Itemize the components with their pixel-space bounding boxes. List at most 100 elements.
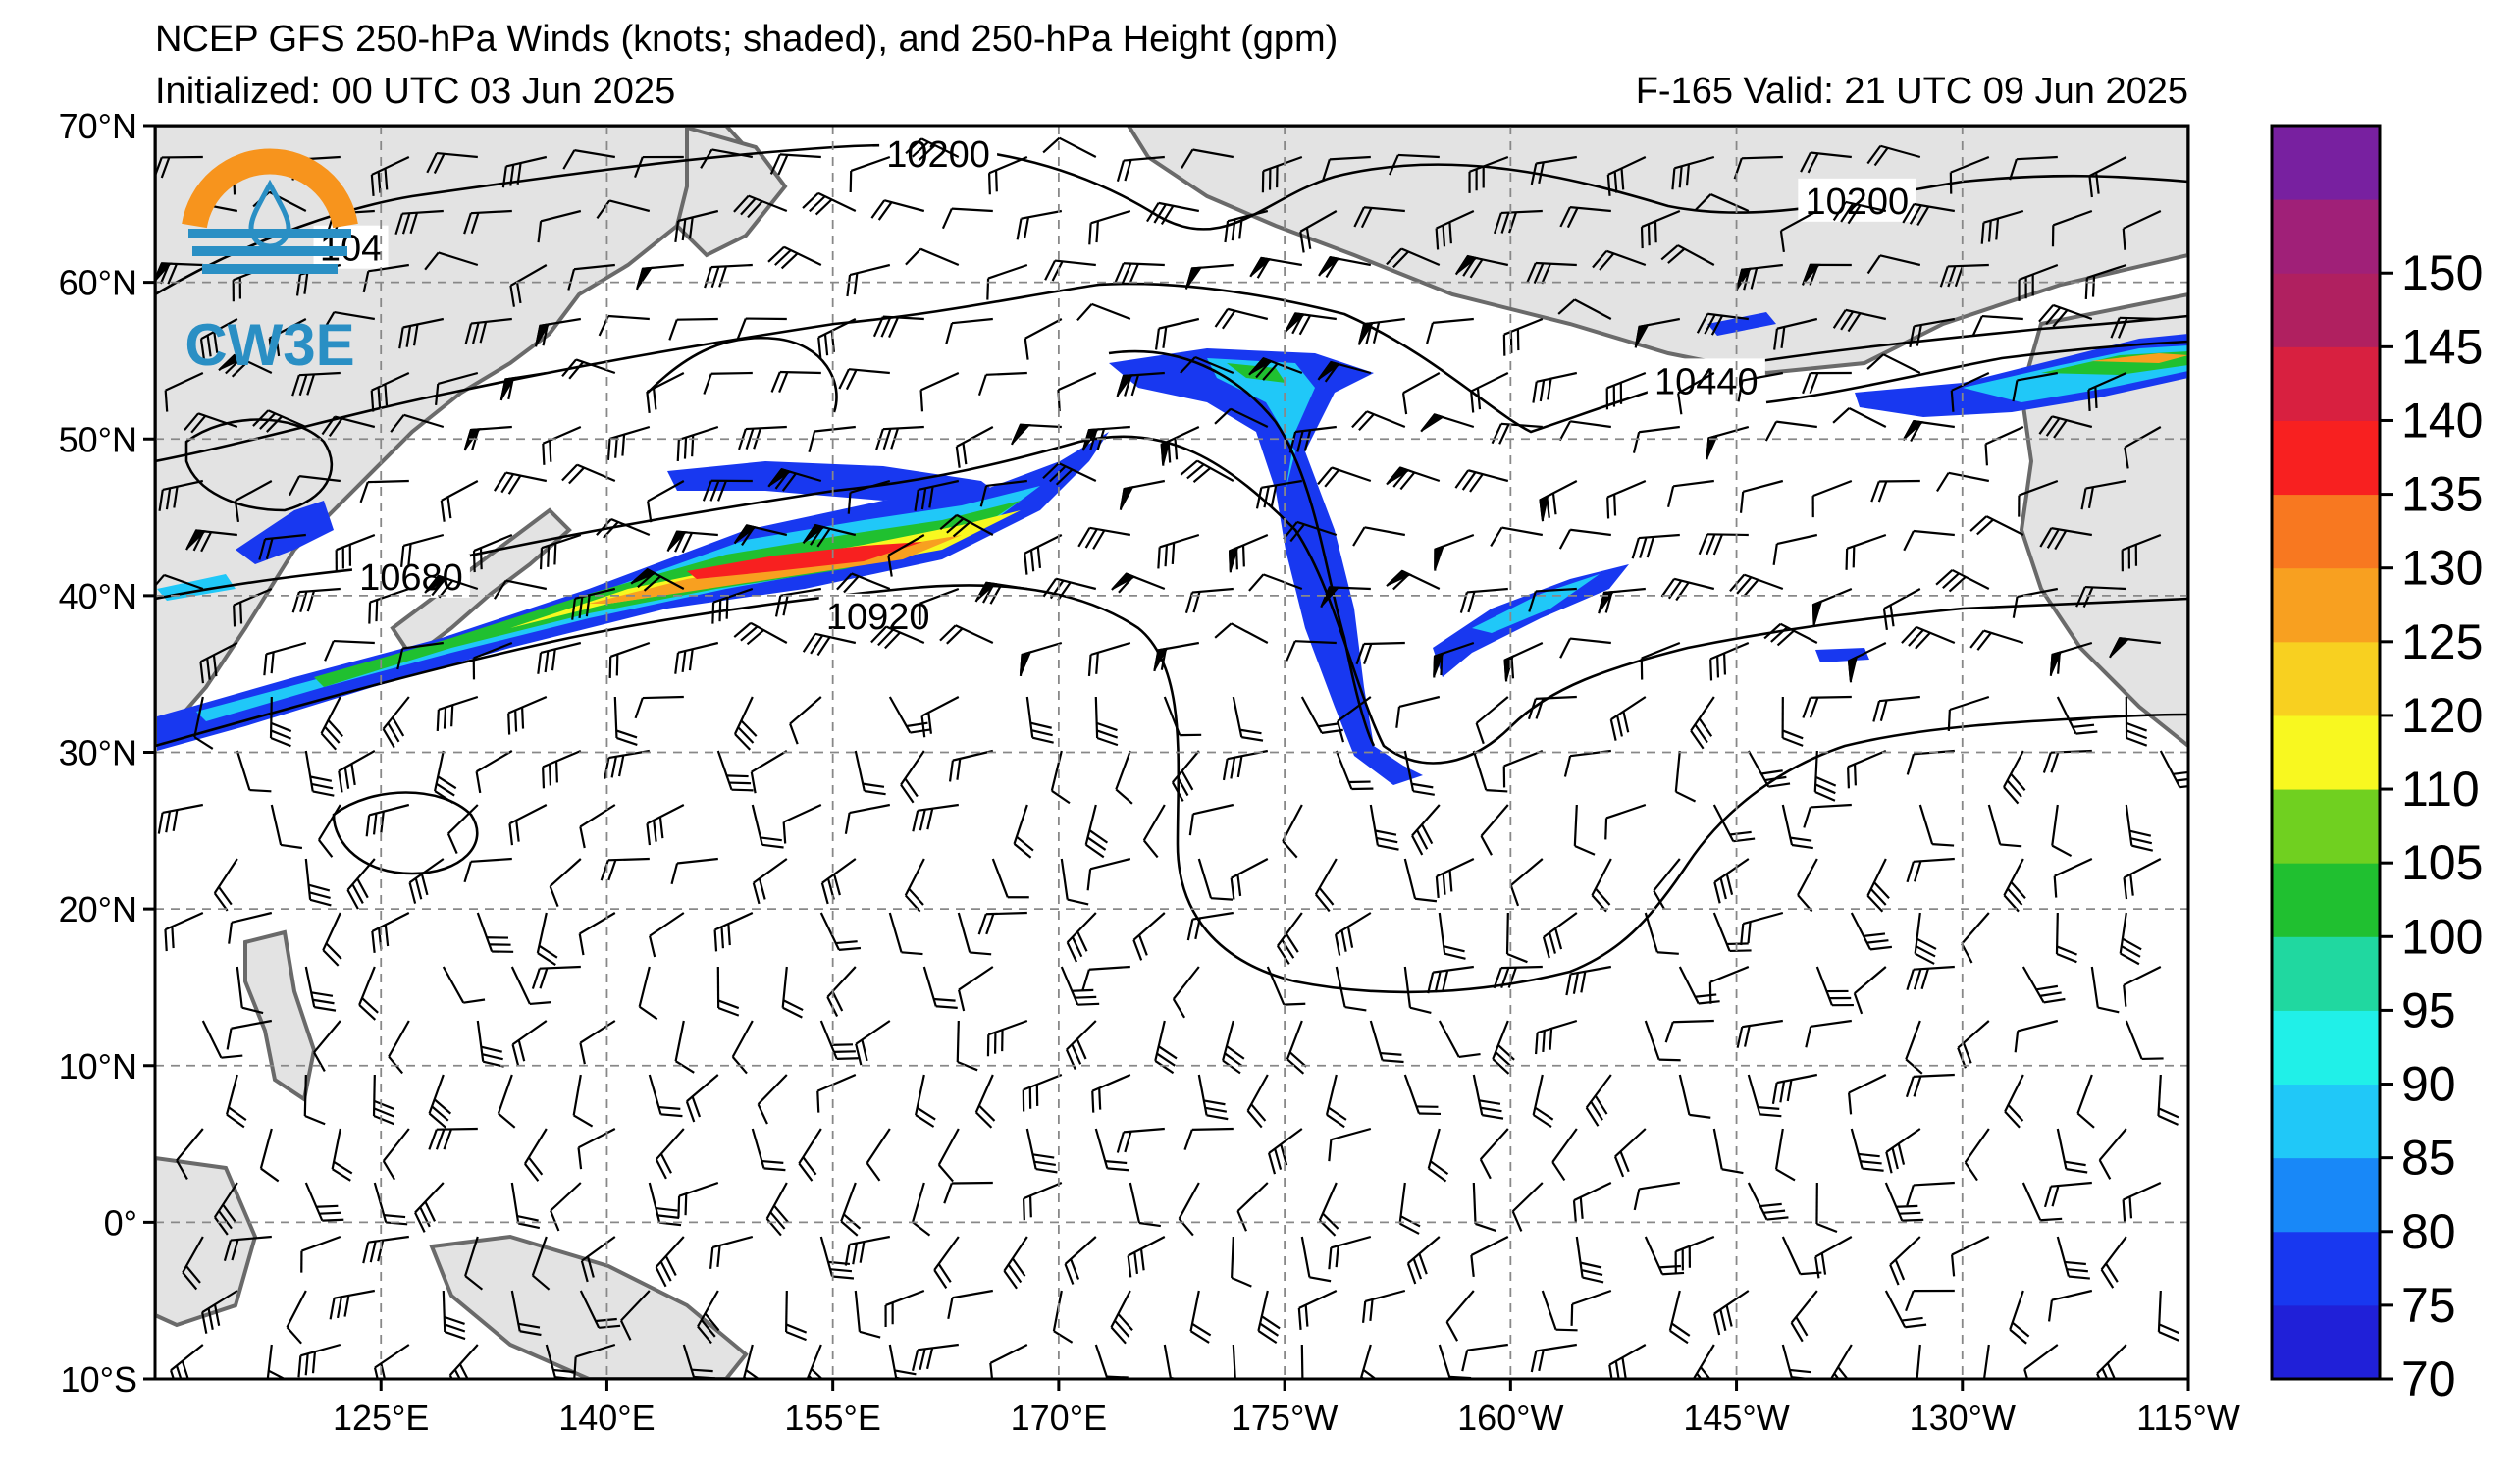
- wind-barb: [523, 1128, 548, 1182]
- wind-barb: [2018, 263, 2059, 301]
- wind-barb: [713, 911, 754, 952]
- wind-barb: [1708, 965, 1750, 1004]
- wind-barb: [655, 1128, 685, 1180]
- wind-barb: [1435, 858, 1475, 899]
- colorbar-label: 70: [2401, 1351, 2456, 1406]
- wind-barb: [1971, 314, 2023, 337]
- wind-barb: [1094, 696, 1119, 747]
- lat-label: 50°N: [59, 419, 137, 459]
- wind-barb: [716, 750, 754, 792]
- wind-barb: [1644, 1020, 1681, 1062]
- colorbar-label: 135: [2401, 467, 2483, 522]
- barb-pennant: [1011, 423, 1031, 444]
- wind-barb: [1814, 1236, 1853, 1279]
- wind-barb: [577, 1128, 616, 1170]
- wind-barb: [2157, 1074, 2179, 1126]
- wind-barb: [322, 912, 342, 967]
- wind-barb: [915, 1074, 936, 1128]
- wind-barb: [1712, 1128, 1744, 1175]
- wind-barb: [1847, 642, 1887, 683]
- wind-barb: [939, 624, 994, 645]
- colorbar-label: 110: [2401, 762, 2480, 817]
- wind-barb: [2123, 858, 2162, 900]
- wind-barb: [1987, 804, 2022, 848]
- wind-barb: [1411, 804, 1441, 856]
- wind-barb: [442, 1290, 466, 1341]
- wind-barb: [321, 415, 376, 438]
- wind-barb: [736, 317, 787, 340]
- wind-barb: [1906, 1181, 1955, 1206]
- barb-pennant: [1387, 569, 1413, 586]
- wind-barb: [338, 750, 376, 793]
- wind-barb: [1539, 480, 1578, 522]
- wind-barb: [1492, 1020, 1515, 1075]
- wind-barb: [1559, 206, 1611, 229]
- wind-barb: [991, 858, 1029, 899]
- wind-barb: [236, 966, 264, 1015]
- barb-pennant: [500, 376, 516, 399]
- wind-barb: [1980, 209, 2024, 244]
- lat-label: 10°S: [61, 1359, 137, 1400]
- wind-barb: [270, 804, 303, 850]
- wind-barb: [213, 858, 238, 912]
- wind-barb: [1353, 206, 1405, 229]
- wind-barb: [2080, 479, 2127, 510]
- wind-barb: [900, 750, 925, 804]
- wind-barb: [288, 475, 341, 497]
- wind-barb: [1025, 696, 1054, 744]
- wind-barb: [2157, 1290, 2179, 1342]
- wind-barb: [608, 641, 651, 678]
- lat-label: 60°N: [59, 263, 137, 303]
- wind-barb: [370, 372, 410, 412]
- wind-barb: [164, 911, 204, 952]
- wind-barb: [359, 479, 409, 503]
- wind-barb: [1664, 1019, 1714, 1043]
- wind-barb: [1328, 1235, 1372, 1270]
- barb-pennant: [1736, 267, 1753, 290]
- barb-pennant: [1634, 323, 1650, 347]
- philippines: [243, 929, 317, 1103]
- wind-barb: [709, 1235, 754, 1269]
- wind-barb: [501, 155, 548, 188]
- lat-label: 0°: [104, 1202, 137, 1243]
- wind-barb: [472, 533, 513, 573]
- wind-barb: [979, 479, 1027, 507]
- contour-label-bg: [1798, 178, 1916, 222]
- wind-barb: [1692, 1344, 1715, 1379]
- wind-barb: [638, 966, 658, 1021]
- wind-barb: [2009, 155, 2058, 181]
- wind-barb: [258, 533, 306, 560]
- wind-barb: [1850, 1128, 1884, 1172]
- barb-pennant: [1903, 419, 1925, 440]
- wind-barb: [1764, 420, 1817, 442]
- wind-barb: [1024, 534, 1063, 575]
- wind-barb: [463, 209, 512, 235]
- colorbar-label: 95: [2401, 982, 2456, 1037]
- wind-barb: [362, 1235, 409, 1264]
- wind-barb: [561, 463, 616, 485]
- wind-barb: [1088, 209, 1131, 245]
- wind-barb: [510, 1290, 542, 1337]
- wind-barb: [635, 263, 684, 291]
- colorbar-segment: [2272, 494, 2380, 569]
- wind-barb: [1984, 425, 2024, 466]
- wind-barb: [573, 1343, 616, 1379]
- wind-barb: [1119, 479, 1166, 510]
- logo-sun-ring: [182, 148, 358, 229]
- wind-barb: [269, 696, 292, 748]
- wind-barb: [1052, 1290, 1074, 1344]
- wind-barb: [846, 263, 891, 297]
- wind-barb: [1505, 912, 1528, 964]
- wind-barb: [561, 358, 616, 380]
- lon-label: 145°W: [1683, 1398, 1789, 1438]
- wind-barb: [1184, 263, 1234, 290]
- wind-barb: [702, 479, 753, 502]
- wind-barb: [1815, 966, 1854, 1007]
- wind-barb: [751, 804, 784, 849]
- wind-barb: [947, 1289, 994, 1320]
- barb-pennant: [1160, 439, 1172, 464]
- barb-pennant: [631, 567, 657, 584]
- wind-barb: [1866, 254, 1921, 275]
- wind-barb: [1231, 1236, 1252, 1288]
- wind-barb: [1800, 151, 1852, 174]
